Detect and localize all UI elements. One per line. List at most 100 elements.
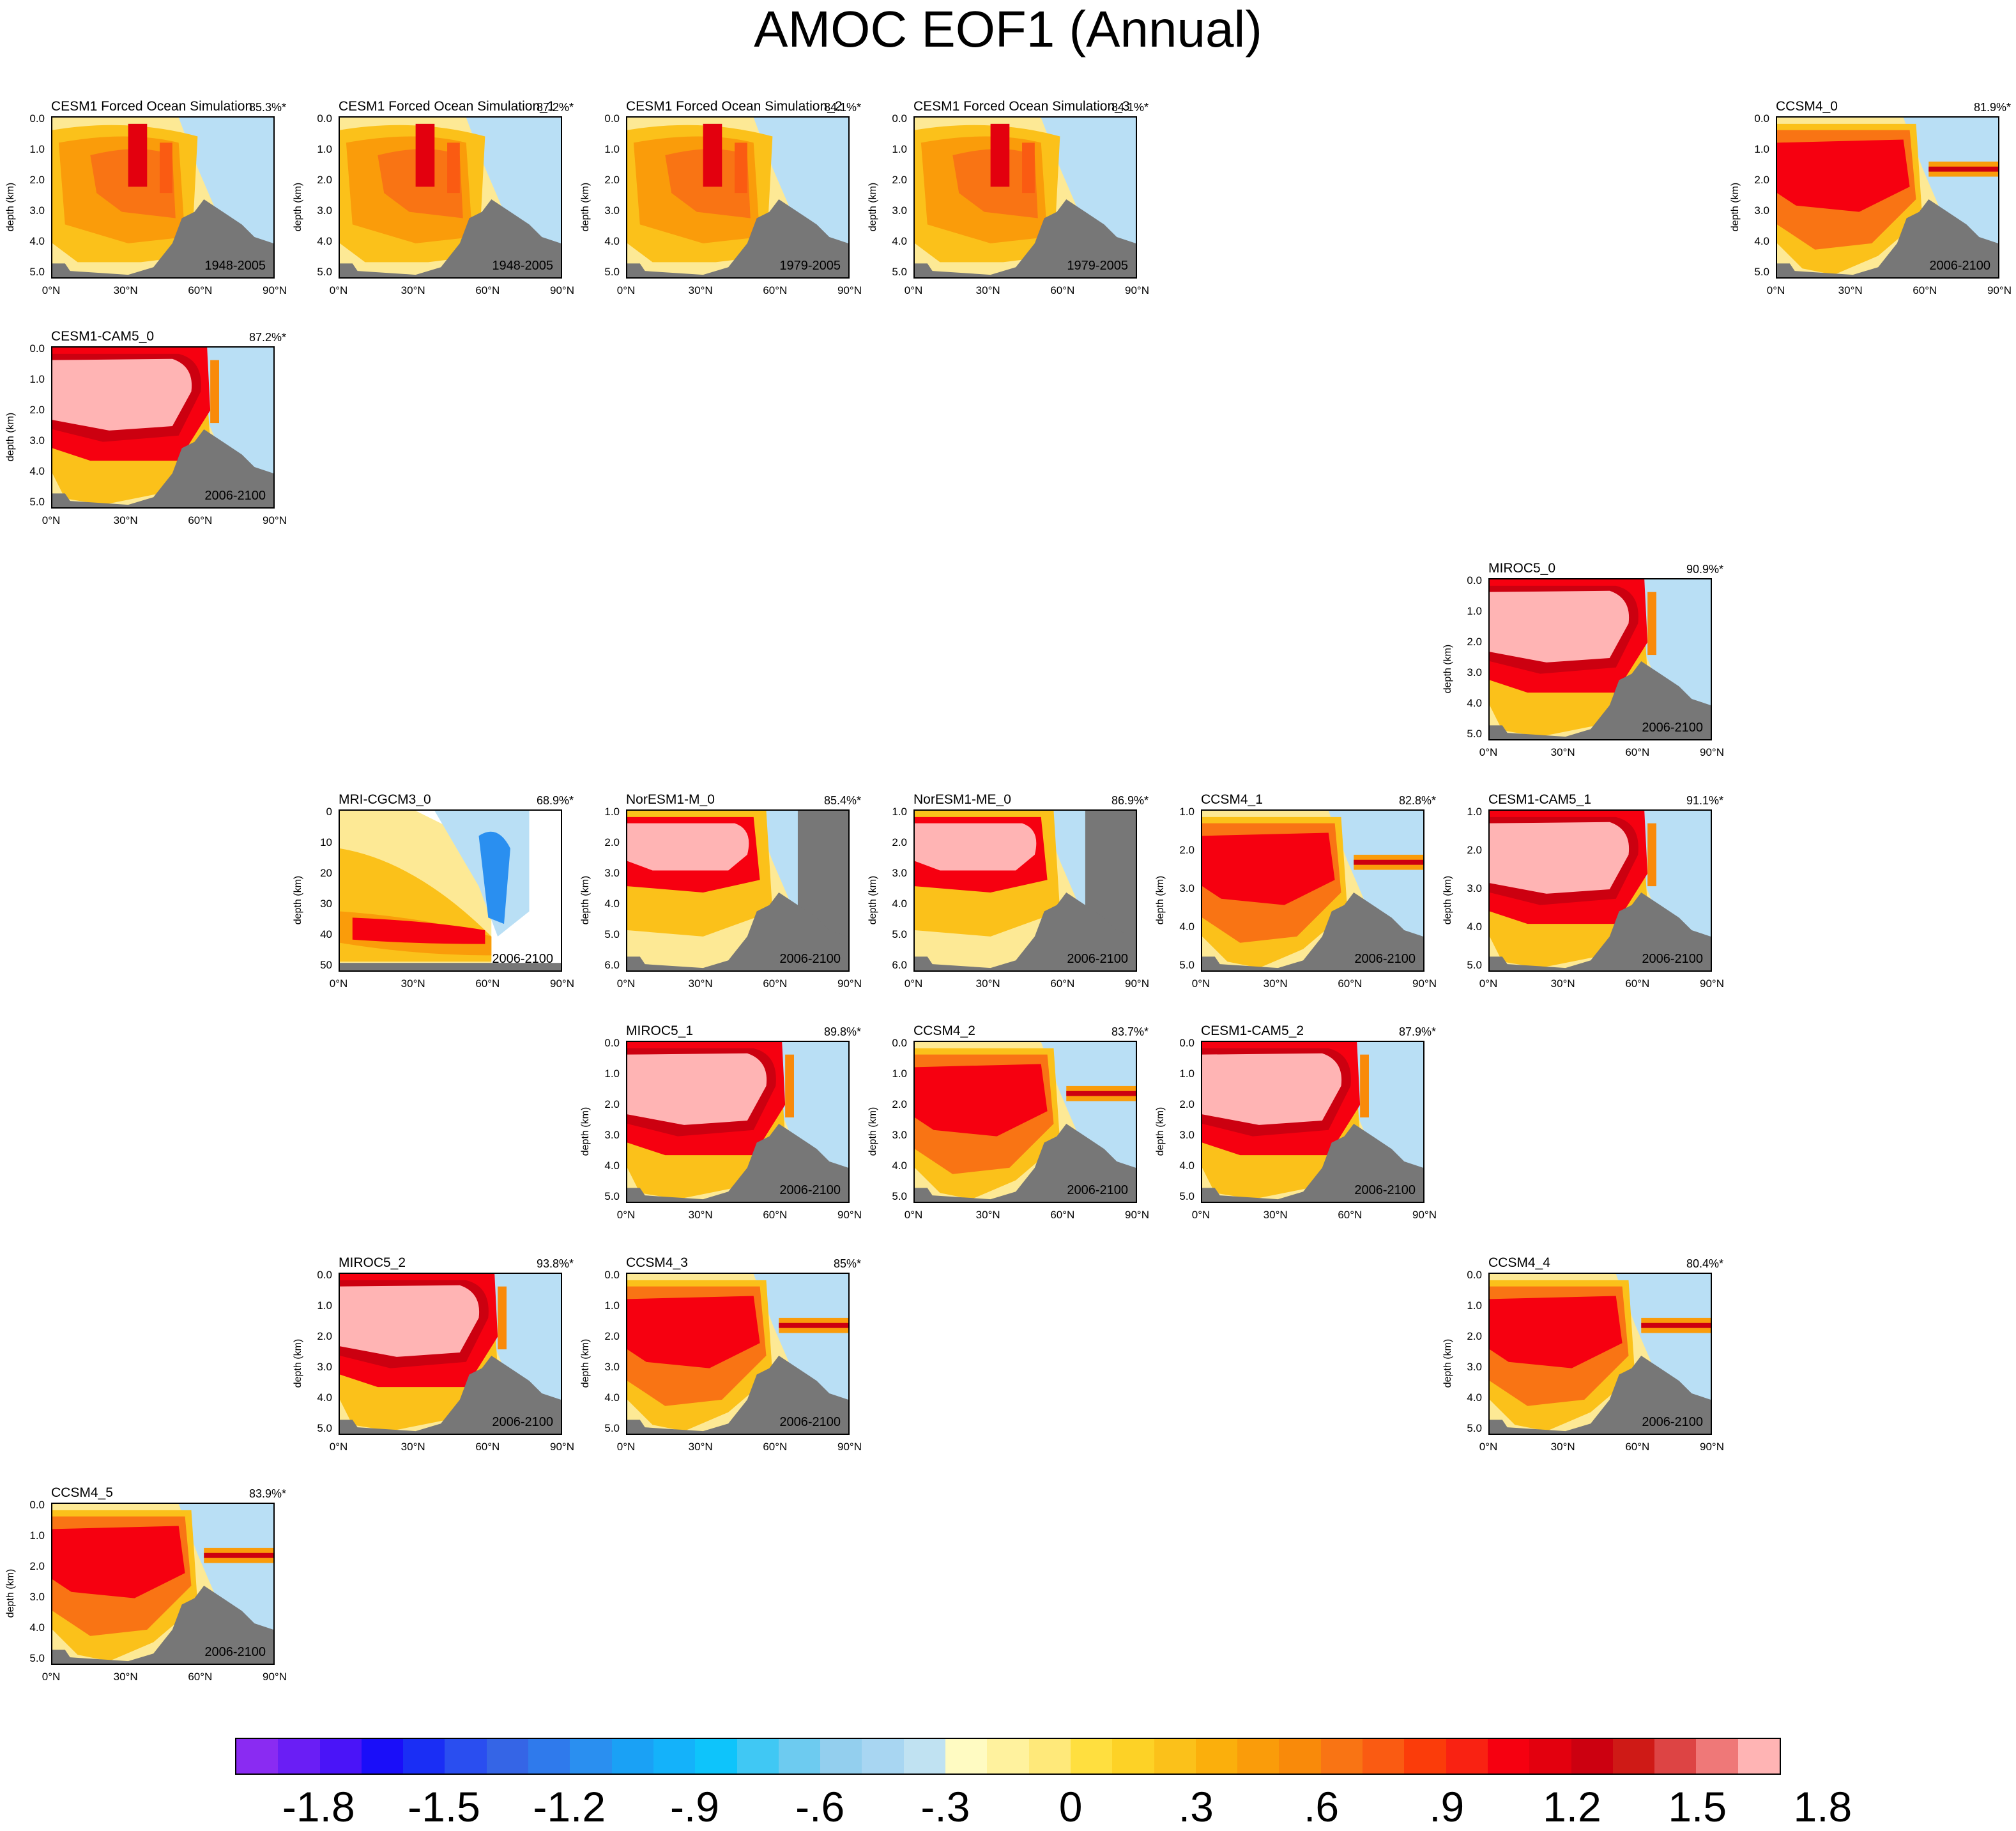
y-tick-label: 5.0 [1754,266,1769,278]
y-tick-label: 3.0 [604,1361,620,1373]
x-tick-label: 0°N [904,284,923,296]
panel-percent: 85.4%* [823,794,861,807]
y-tick-label: 4.0 [29,1621,45,1634]
y-tick-label: 2.0 [1467,844,1482,856]
contour-field [627,811,848,970]
x-tick-label: 60°N [188,514,213,526]
y-tick-label: 0.0 [29,1499,45,1511]
x-tick-label: 90°N [263,514,287,526]
y-tick-label: 3.0 [604,867,620,879]
panel-percent: 93.8%* [536,1257,574,1270]
y-tick-label: 0.0 [317,1269,332,1281]
y-tick-label: 3.0 [29,434,45,447]
x-tick-label: 0°N [42,284,61,296]
panel-title: MIROC5_1 [626,1023,694,1038]
colorbar-swatch [1112,1739,1154,1774]
y-tick-label: 3.0 [892,1129,907,1141]
y-tick-label: 0 [326,806,332,818]
colorbar-label: .3 [1178,1783,1214,1830]
y-tick-label: 2.0 [29,174,45,186]
y-tick-label: 5.0 [892,1190,907,1202]
y-tick-label: 5.0 [317,1422,332,1434]
panel-years: 2006-2100 [1354,1183,1416,1197]
panel-title: CCSM4_1 [1201,792,1263,807]
eof-panel: CESM1-CAM5_2 87.9%* depth (km) 2006-2100 0.0… [1150,1023,1437,1244]
x-tick-label: 90°N [1125,1209,1149,1221]
y-tick-label: 1.0 [317,143,332,155]
panel-years: 1979-2005 [1067,259,1128,273]
y-tick-label: 4.0 [1179,921,1195,933]
x-tick-label: 60°N [1625,1441,1650,1453]
colorbar-label: 1.2 [1543,1783,1601,1830]
x-tick-label: 60°N [763,284,788,296]
panel-years: 1948-2005 [204,259,266,273]
contour-field [52,1504,273,1664]
colorbar-swatch [403,1739,445,1774]
y-tick-label: 3.0 [604,204,620,217]
contour-field [340,118,561,277]
y-tick-label: 1.0 [1179,1068,1195,1080]
y-tick-label: 3.0 [317,1361,332,1373]
panel-years: 2006-2100 [1642,1415,1703,1429]
panel-percent: 84.1%* [823,101,861,114]
panel-years: 1979-2005 [779,259,841,273]
panel-years: 2006-2100 [492,1415,553,1429]
panel-percent: 91.1%* [1686,794,1723,807]
y-tick-label: 0.0 [1179,1037,1195,1049]
contour-field [915,118,1136,277]
x-tick-label: 30°N [688,1209,713,1221]
y-tick-label: 5.0 [29,1652,45,1664]
y-tick-label: 2.0 [29,1560,45,1572]
panel-years: 2006-2100 [779,1183,841,1197]
colorbar-label: -1.8 [282,1783,355,1830]
x-tick-label: 60°N [188,1671,213,1683]
y-tick-label: 4.0 [604,898,620,910]
panel-title: CCSM4_4 [1488,1255,1550,1270]
x-tick-label: 60°N [1050,284,1075,296]
x-tick-label: 90°N [550,1441,574,1453]
y-tick-label: 3.0 [892,867,907,879]
panel-years: 2006-2100 [779,952,841,966]
contour-plot: 2006-2100 [1776,116,1999,279]
contour-plot: 2006-2100 [1488,809,1712,972]
contour-field [340,811,561,970]
colorbar-label: -.9 [669,1783,719,1830]
contour-field [627,1274,848,1434]
contour-field [1202,1042,1423,1202]
y-tick-label: 4.0 [1467,1391,1482,1404]
y-tick-label: 5.0 [1179,1190,1195,1202]
y-tick-label: 1.0 [1467,1299,1482,1312]
x-tick-label: 0°N [329,977,348,990]
x-tick-label: 0°N [1479,977,1498,990]
x-tick-label: 30°N [401,284,425,296]
colorbar-swatch [1654,1739,1697,1774]
panel-title: CESM1 Forced Ocean Simulation [51,99,253,114]
panel-percent: 80.4%* [1686,1257,1723,1270]
contour-plot: 2006-2100 [51,346,275,509]
y-tick-label: 0.0 [892,112,907,125]
panel-years: 2006-2100 [204,489,266,503]
y-tick-label: 2.0 [317,174,332,186]
eof-panel: MIROC5_2 93.8%* depth (km) 2006-2100 0.0 1.0 2… [287,1255,575,1476]
x-tick-label: 30°N [113,514,138,526]
colorbar-swatch [1446,1739,1488,1774]
colorbar-swatch [319,1739,362,1774]
eof-panel: CCSM4_1 82.8%* depth (km) 2006-2100 1.0 2.0 3.… [1150,792,1437,1013]
y-axis-label: depth (km) [1442,875,1453,925]
colorbar-swatch [1404,1739,1446,1774]
x-tick-label: 90°N [1700,746,1724,758]
y-tick-label: 1.0 [892,1068,907,1080]
panel-title: CCSM4_5 [51,1485,113,1500]
eof-panel: CCSM4_3 85%* depth (km) 2006-2100 0.0 1.0 2.0 3… [575,1255,862,1476]
colorbar-label: -1.5 [408,1783,480,1830]
x-tick-label: 0°N [1479,746,1498,758]
x-tick-label: 90°N [1700,977,1724,990]
y-tick-label: 5.0 [29,266,45,278]
y-tick-label: 1.0 [29,373,45,385]
x-tick-label: 30°N [975,284,1000,296]
colorbar-swatch [945,1739,988,1774]
x-tick-label: 60°N [763,1209,788,1221]
y-tick-label: 2.0 [892,174,907,186]
y-tick-label: 6.0 [604,959,620,971]
y-tick-label: 1.0 [1467,605,1482,617]
